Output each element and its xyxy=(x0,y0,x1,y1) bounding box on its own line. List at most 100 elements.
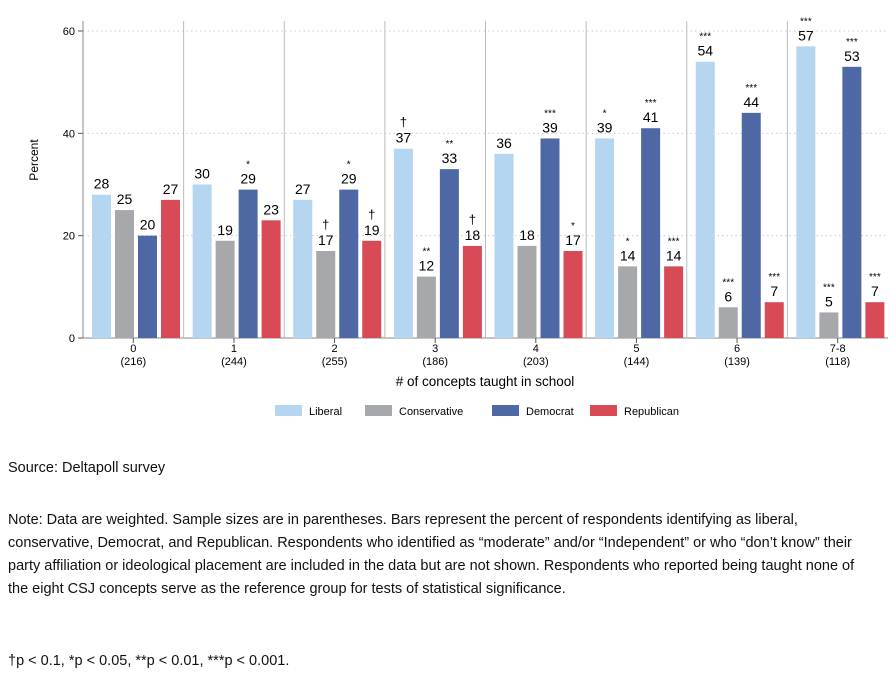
x-tick-label: 6 xyxy=(734,343,740,355)
x-tick-label: 7-8 xyxy=(830,343,846,355)
sample-size-label: (139) xyxy=(724,356,750,368)
data-label: 18 xyxy=(465,227,481,243)
significance-marker: *** xyxy=(699,32,711,43)
x-axis-label: # of concepts taught in school xyxy=(396,374,575,389)
significance-marker: * xyxy=(603,108,607,119)
data-label: 27 xyxy=(295,181,311,197)
y-tick-label: 40 xyxy=(63,128,75,140)
bar-conservative xyxy=(618,266,638,338)
data-label: 54 xyxy=(697,43,713,59)
significance-marker: † xyxy=(368,207,375,222)
data-label: 29 xyxy=(341,171,357,187)
data-label: 36 xyxy=(496,135,512,151)
bar-republican xyxy=(161,199,180,338)
data-label: 28 xyxy=(94,176,110,192)
significance-marker: * xyxy=(246,160,250,171)
bar-republican xyxy=(664,266,684,338)
x-tick-label: 5 xyxy=(633,343,639,355)
significance-marker: *** xyxy=(768,272,780,283)
bar-democrat xyxy=(339,189,359,338)
data-label: 18 xyxy=(519,227,535,243)
bar-conservative xyxy=(819,312,839,338)
significance-marker: *** xyxy=(745,83,757,94)
significance-marker: *** xyxy=(668,236,680,247)
data-label: 53 xyxy=(844,48,860,64)
bar-conservative xyxy=(115,210,134,338)
bar-democrat xyxy=(238,189,258,338)
sample-size-label: (144) xyxy=(624,356,650,368)
data-label: 39 xyxy=(542,119,558,135)
data-label: 14 xyxy=(620,247,636,263)
bar-democrat xyxy=(641,128,661,338)
x-tick-label: 3 xyxy=(432,343,438,355)
y-tick-label: 20 xyxy=(63,231,75,243)
bar-republican xyxy=(563,251,583,338)
significance-marker: *** xyxy=(544,108,556,119)
sample-size-label: (244) xyxy=(221,356,247,368)
legend-swatch xyxy=(492,405,519,416)
data-label: 6 xyxy=(724,288,732,304)
data-label: 17 xyxy=(565,232,581,248)
sample-size-label: (186) xyxy=(422,356,448,368)
significance-marker: † xyxy=(322,217,329,232)
legend-label: Democrat xyxy=(526,406,574,418)
x-tick-label: 2 xyxy=(332,343,338,355)
bar-liberal xyxy=(796,46,816,338)
bar-democrat xyxy=(842,66,862,339)
bar-conservative xyxy=(316,251,336,338)
significance-marker: ** xyxy=(422,247,430,258)
note-text: Note: Data are weighted. Sample sizes ar… xyxy=(8,512,855,597)
bar-republican xyxy=(865,302,885,338)
sample-size-label: (203) xyxy=(523,356,549,368)
significance-marker: † xyxy=(469,212,476,227)
bar-liberal xyxy=(595,138,615,338)
legend-swatch xyxy=(365,405,392,416)
sample-size-label: (216) xyxy=(120,356,146,368)
data-label: 19 xyxy=(217,222,233,238)
sample-size-label: (255) xyxy=(322,356,348,368)
bar-democrat xyxy=(540,138,560,338)
legend-label: Republican xyxy=(624,406,679,418)
data-label: 57 xyxy=(798,27,814,43)
data-label: 7 xyxy=(871,283,879,299)
bar-liberal xyxy=(192,184,212,338)
y-tick-label: 0 xyxy=(69,333,75,345)
data-label: 17 xyxy=(318,232,334,248)
bar-liberal xyxy=(695,61,715,338)
significance-marker: * xyxy=(626,236,630,247)
bar-liberal xyxy=(494,153,514,338)
data-label: 12 xyxy=(419,258,435,274)
significance-marker: *** xyxy=(722,277,734,288)
significance-marker: *** xyxy=(869,272,881,283)
legend-swatch xyxy=(590,405,617,416)
significance-marker: *** xyxy=(645,98,657,109)
legend-label: Liberal xyxy=(309,406,342,418)
bar-conservative xyxy=(215,240,235,338)
significance-marker: * xyxy=(571,221,575,232)
bar-conservative xyxy=(517,245,537,338)
data-label: 5 xyxy=(825,293,833,309)
data-label: 23 xyxy=(263,201,279,217)
bar-liberal xyxy=(92,194,111,338)
x-tick-label: 4 xyxy=(533,343,539,355)
data-label: 27 xyxy=(163,181,179,197)
data-label: 7 xyxy=(770,283,778,299)
bar-liberal xyxy=(293,199,313,338)
x-tick-label: 1 xyxy=(231,343,237,355)
sample-size-label: (118) xyxy=(825,356,850,368)
data-label: 25 xyxy=(117,191,133,207)
data-label: 19 xyxy=(364,222,380,238)
data-label: 39 xyxy=(597,119,613,135)
data-label: 41 xyxy=(643,109,659,125)
bar-republican xyxy=(261,220,281,338)
data-label: 44 xyxy=(743,94,759,110)
significance-marker: † xyxy=(400,115,407,130)
significance-marker: *** xyxy=(846,37,858,48)
x-tick-label: 0 xyxy=(130,343,136,355)
legend-label: Conservative xyxy=(399,406,463,418)
bar-republican xyxy=(764,302,784,338)
bar-liberal xyxy=(393,148,413,338)
data-label: 30 xyxy=(194,166,210,182)
bar-conservative xyxy=(718,307,738,338)
bar-republican xyxy=(362,240,382,338)
